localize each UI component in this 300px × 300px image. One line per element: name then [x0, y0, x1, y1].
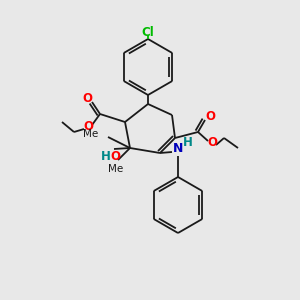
Text: O: O — [207, 136, 217, 149]
Text: O: O — [110, 149, 120, 163]
Text: H: H — [101, 149, 111, 163]
Text: N: N — [173, 142, 183, 154]
Text: O: O — [205, 110, 215, 122]
Text: O: O — [83, 121, 93, 134]
Text: H: H — [183, 136, 193, 148]
Text: Cl: Cl — [142, 26, 154, 38]
Text: O: O — [82, 92, 92, 104]
Text: Me: Me — [83, 129, 98, 139]
Text: Me: Me — [108, 164, 124, 174]
